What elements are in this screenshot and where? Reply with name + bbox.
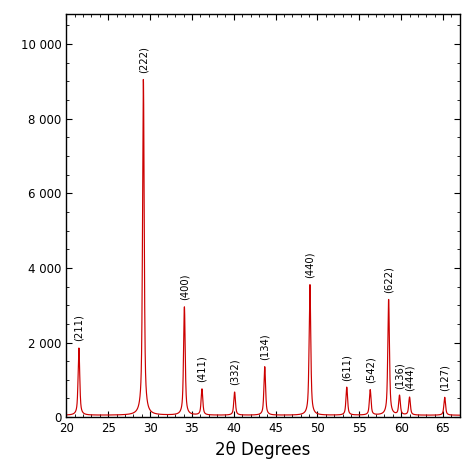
Text: (136): (136) (394, 363, 404, 389)
Text: (127): (127) (440, 364, 450, 391)
Text: (134): (134) (260, 333, 270, 360)
Text: (222): (222) (138, 46, 148, 73)
Text: (444): (444) (404, 364, 415, 391)
X-axis label: 2θ Degrees: 2θ Degrees (215, 440, 311, 458)
Text: (400): (400) (179, 274, 190, 301)
Text: (411): (411) (197, 356, 207, 383)
Text: (211): (211) (74, 315, 84, 341)
Text: (332): (332) (229, 359, 240, 385)
Text: (542): (542) (365, 356, 375, 383)
Text: (611): (611) (342, 354, 352, 381)
Text: (622): (622) (383, 266, 393, 293)
Text: (440): (440) (305, 252, 315, 278)
